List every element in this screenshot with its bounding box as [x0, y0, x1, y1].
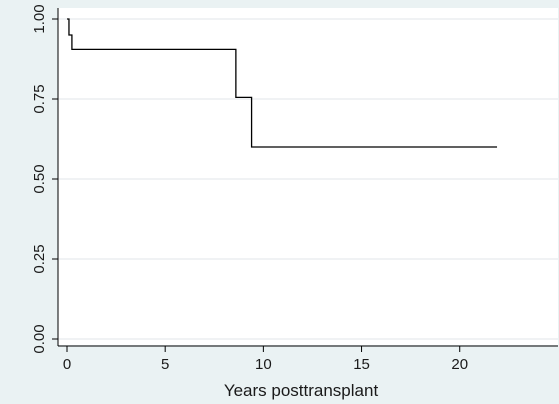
grid-lines: [58, 18, 558, 340]
y-tick-label-2: 0.50: [31, 164, 48, 193]
y-tick-label-0: 0.00: [31, 324, 48, 353]
x-tick-label-2: 10: [255, 356, 272, 373]
x-tick-label-4: 20: [451, 356, 468, 373]
y-tick-label-1: 0.25: [31, 244, 48, 273]
axes: 0.00 0.25 0.50 0.75 1.00 0 5 10 15 20: [31, 4, 558, 373]
x-tick-label-0: 0: [63, 356, 71, 373]
y-tick-label-3: 0.75: [31, 84, 48, 113]
survival-step-line-0: [67, 18, 498, 148]
x-tick-label-1: 5: [161, 356, 169, 373]
x-axis-title: Years posttransplant: [224, 381, 379, 400]
series-group: [67, 18, 498, 148]
x-tick-label-3: 15: [353, 356, 370, 373]
y-tick-label-4: 1.00: [31, 4, 48, 33]
plot-area: [58, 8, 558, 345]
